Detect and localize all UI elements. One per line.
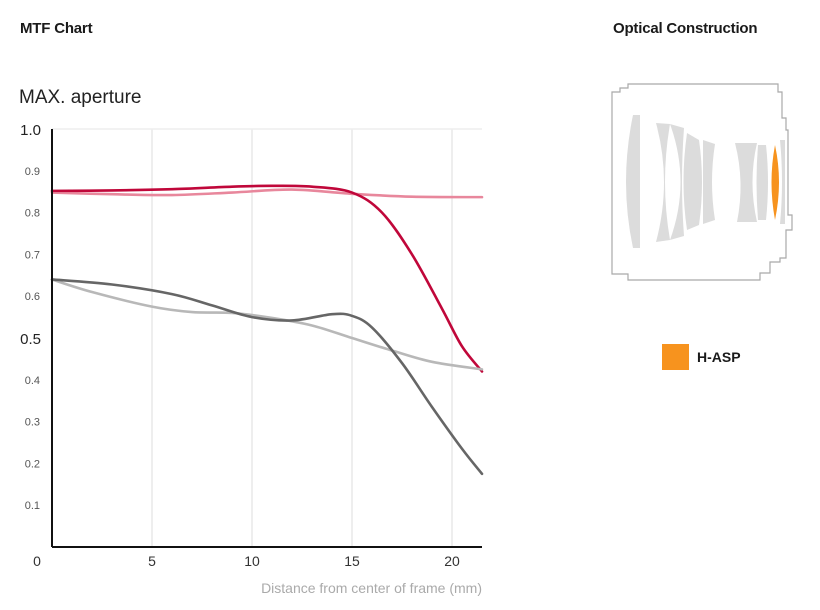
lens-element-1 (626, 115, 640, 248)
y-tick-label-0.3: 0.3 (25, 417, 40, 429)
series-line-sagittal-coarse (50, 188, 484, 199)
optical-construction-heading: Optical Construction (613, 20, 758, 37)
chart-axes (51, 129, 482, 548)
y-tick-label-0.1: 0.1 (25, 500, 40, 512)
lens-element-5 (703, 140, 715, 224)
chart-grid (52, 128, 482, 547)
y-tick-label-0.2: 0.2 (25, 458, 40, 470)
y-tick-label-0.6: 0.6 (25, 291, 40, 303)
lens-element-6 (735, 143, 757, 222)
lens-construction-diagram (611, 83, 793, 281)
y-tick-label-1.0: 1.0 (20, 122, 41, 139)
series-line-meridional-coarse (50, 184, 484, 373)
legend: H-ASP (662, 344, 741, 370)
chart-series (50, 184, 484, 476)
y-tick-label-0.4: 0.4 (25, 375, 40, 387)
h-asp-label: H-ASP (697, 349, 741, 365)
lens-element-3 (670, 124, 684, 240)
x-tick-label-0: 0 (33, 553, 41, 569)
lens-element-7 (756, 145, 768, 220)
h-asp-swatch (662, 344, 689, 370)
mtf-chart-heading: MTF Chart (20, 20, 93, 37)
x-tick-label-15: 15 (344, 553, 360, 569)
aperture-mode-label: MAX. aperture (19, 87, 142, 108)
y-tick-label-0.8: 0.8 (25, 208, 40, 220)
x-axis-label: Distance from center of frame (mm) (261, 580, 482, 596)
lens-element-2 (656, 123, 670, 242)
x-tick-label-5: 5 (148, 553, 156, 569)
y-tick-label-0.7: 0.7 (25, 249, 40, 261)
lens-element-4 (683, 133, 702, 230)
lens-element-asph (771, 145, 779, 220)
lens-barrel-outline (611, 83, 793, 281)
chart-tick-labels: 1.0 0.9 0.8 0.7 0.6 0.5 0.4 0.3 0.2 0.1 0 5 10 15 20 (20, 122, 460, 569)
y-tick-label-0.5: 0.5 (20, 331, 41, 348)
lens-element-9 (780, 140, 785, 224)
mtf-chart: 1.0 0.9 0.8 0.7 0.6 0.5 0.4 0.3 0.2 0.1 0 5 10 15 20 D… (20, 122, 484, 596)
series-line-meridional-fine (50, 278, 484, 476)
series-line-sagittal-fine (50, 278, 484, 371)
x-tick-label-20: 20 (444, 553, 460, 569)
x-tick-label-10: 10 (244, 553, 260, 569)
y-tick-label-0.9: 0.9 (25, 166, 40, 178)
